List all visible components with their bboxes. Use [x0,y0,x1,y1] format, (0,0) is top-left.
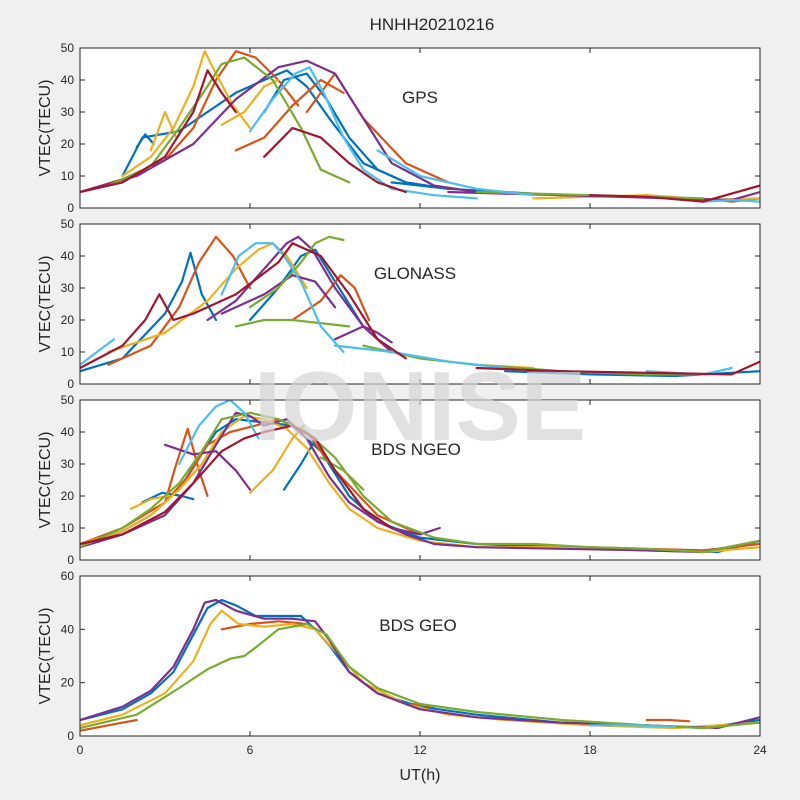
ytick-label-0-10: 10 [61,169,75,183]
series-line-2-6 [80,414,760,554]
series-line-1-10 [248,235,345,309]
series-line-2-8 [248,424,305,494]
series-line-1-14 [220,242,345,354]
ylabel-2: VTEC(TECU) [37,432,54,529]
series-line-3-2 [220,620,308,631]
ytick-label-1-40: 40 [61,249,75,263]
ytick-label-0-0: 0 [67,201,74,215]
series-line-1-18 [475,360,760,376]
ylabel-1: VTEC(TECU) [37,256,54,353]
series-line-3-7 [80,622,760,730]
ytick-label-2-20: 20 [61,489,75,503]
series-line-0-14 [107,56,351,187]
ytick-label-2-0: 0 [67,553,74,567]
series-line-2-9 [80,411,760,554]
series-line-2-13 [319,456,365,491]
series-line-0-8 [121,50,252,178]
series-line-0-10 [220,78,280,126]
series-line-3-1 [80,718,138,732]
series-line-0-12 [80,59,478,194]
series-line-3-8 [588,724,677,728]
panel-3: 0 20 40 60 0 6 12 18 24 VTEC(TECU) BDS GEO UT(h) [37,569,767,784]
ytick-label-3-20: 20 [61,676,75,690]
panels-group: 0 10 20 30 40 50 VTEC(TECU) GPS 0 10 20 30 40 50 VTEC(… [37,41,767,784]
panel-2: 0 10 20 30 40 50 VTEC(TECU) BDS NGEO [37,393,761,567]
xlabel-3: UT(h) [400,767,441,784]
series-line-1-11 [234,318,351,328]
xtick-label-3-6: 6 [247,743,254,757]
series-line-0-18 [702,198,760,203]
series-line-1-17 [80,242,407,370]
ytick-label-1-30: 30 [61,281,75,295]
panel-label-2: BDS NGEO [371,440,461,459]
series-line-0-16 [248,66,478,200]
ytick-label-2-10: 10 [61,521,75,535]
series-line-3-6 [80,598,760,730]
series-line-0-20 [263,126,407,194]
xtick-label-3-24: 24 [753,743,767,757]
ytick-label-1-50: 50 [61,217,75,231]
ytick-label-2-50: 50 [61,393,75,407]
ytick-label-3-60: 60 [61,569,75,583]
panel-label-0: GPS [402,88,438,107]
series-line-2-14 [178,400,260,466]
ytick-label-0-20: 20 [61,137,75,151]
ytick-label-1-20: 20 [61,313,75,327]
series-line-2-3 [80,418,422,546]
ytick-label-2-40: 40 [61,425,75,439]
ytick-label-0-50: 50 [61,41,75,55]
watermark-text: IONISE [254,351,586,461]
panel-0: 0 10 20 30 40 50 VTEC(TECU) GPS [37,41,761,215]
series-line-0-1 [135,133,155,149]
series-line-0-9 [149,110,178,152]
panel-1: 0 10 20 30 40 50 VTEC(TECU) GLONASS [37,217,761,391]
ytick-label-2-30: 30 [61,457,75,471]
series-line-1-8 [220,274,337,315]
series-line-1-3 [107,235,252,366]
series-line-0-17 [376,149,535,197]
ylabel-0: VTEC(TECU) [37,80,54,177]
figure-title: HNHH20210216 [370,15,495,34]
ylabel-3: VTEC(TECU) [37,608,54,705]
series-line-1-13 [80,338,116,366]
series-line-0-19 [80,69,237,194]
series-line-2-4 [163,427,209,504]
ytick-label-0-40: 40 [61,73,75,87]
panel-label-1: GLONASS [374,264,456,283]
series-line-3-3 [645,718,691,723]
series-group-1 [80,235,760,378]
series-group-3 [80,598,760,732]
series-group-2 [80,400,760,554]
ytick-label-1-0: 0 [67,377,74,391]
series-line-0-21 [588,184,760,203]
ytick-label-1-10: 10 [61,345,75,359]
xtick-label-3-12: 12 [413,743,427,757]
series-group-0 [80,50,760,203]
series-line-1-7 [206,235,393,354]
series-line-2-15 [80,424,393,546]
series-line-2-11 [390,526,441,536]
xtick-label-3-0: 0 [77,743,84,757]
series-line-1-15 [333,344,507,370]
series-line-2-12 [80,411,760,554]
ytick-label-3-40: 40 [61,622,75,636]
ytick-label-3-0: 0 [67,729,74,743]
series-line-2-10 [163,443,252,491]
series-line-2-7 [129,494,169,510]
xtick-label-3-18: 18 [583,743,597,757]
panel-label-3: BDS GEO [379,616,456,635]
ytick-label-0-30: 30 [61,105,75,119]
